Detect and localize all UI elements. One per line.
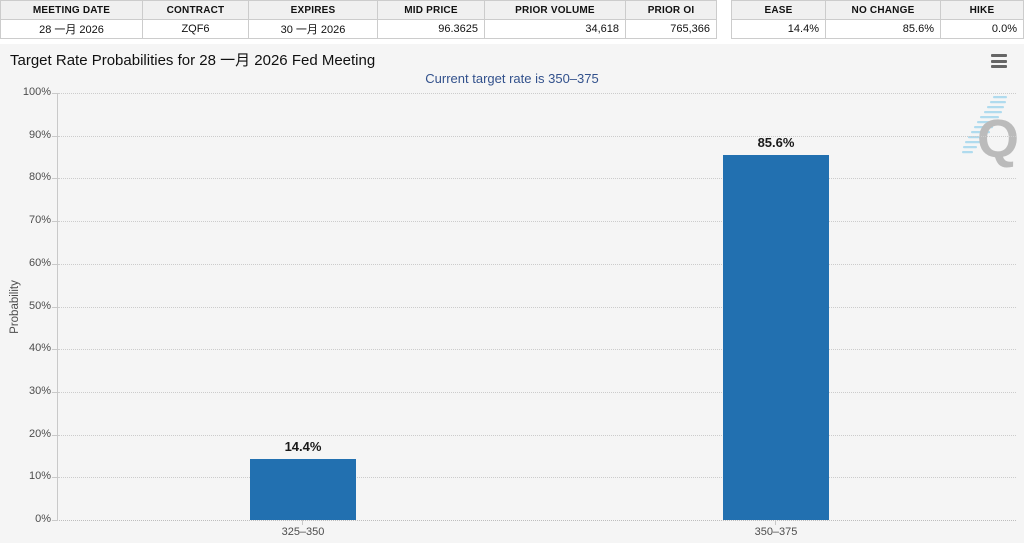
y-axis-label: 30% <box>28 385 51 397</box>
bar-group-325-350: 14.4% <box>250 438 356 520</box>
column-header-hike: HIKE <box>940 0 1024 20</box>
futures-info-table: MEETING DATE CONTRACT EXPIRES MID PRICE … <box>0 0 717 39</box>
y-axis-label: 80% <box>28 171 51 183</box>
fedwatch-chart-card: Target Rate Probabilities for 28 一月 2026… <box>0 44 1024 543</box>
y-axis-label: 90% <box>28 129 51 141</box>
y-axis-tick <box>52 349 58 350</box>
gridline <box>58 136 1016 137</box>
svg-text:Q: Q <box>977 109 1018 169</box>
hike-value: 0.0% <box>940 19 1024 39</box>
y-axis-tick <box>52 221 58 222</box>
y-axis-tick <box>52 477 58 478</box>
x-axis-tick <box>775 520 776 525</box>
y-axis-tick <box>52 307 58 308</box>
column-header-prior-volume: PRIOR VOLUME <box>484 0 626 20</box>
y-axis-tick <box>52 435 58 436</box>
mid-price-value: 96.3625 <box>377 19 485 39</box>
gridline <box>58 435 1016 436</box>
gridline <box>58 349 1016 350</box>
column-header-meeting-date: MEETING DATE <box>0 0 143 20</box>
prior-oi-value: 765,366 <box>625 19 717 39</box>
gridline <box>58 221 1016 222</box>
y-axis-label: 60% <box>28 257 51 269</box>
column-header-prior-oi: PRIOR OI <box>625 0 717 20</box>
y-axis-tick <box>52 136 58 137</box>
top-tables-row: MEETING DATE CONTRACT EXPIRES MID PRICE … <box>0 0 1024 39</box>
expires-value: 30 一月 2026 <box>248 19 378 39</box>
table-value-row: 14.4% 85.6% 0.0% <box>731 19 1024 39</box>
y-axis-tick <box>52 392 58 393</box>
y-axis-label: 0% <box>35 513 51 525</box>
x-axis-label-325-350: 325–350 <box>281 526 325 538</box>
gridline <box>58 307 1016 308</box>
bar-350-375[interactable] <box>723 154 829 520</box>
y-axis-label: 10% <box>28 470 51 482</box>
hamburger-menu-icon <box>991 59 1007 63</box>
bar-value-label: 14.4% <box>284 438 322 454</box>
y-axis-label: 100% <box>22 86 51 98</box>
plot-area: 100% 90% 80% 70% 60% 50% 40% 30% 20% 10%… <box>23 86 1016 538</box>
gridline <box>58 477 1016 478</box>
column-header-no-change: NO CHANGE <box>825 0 941 20</box>
gridline <box>58 264 1016 265</box>
hamburger-menu-icon <box>991 65 1007 68</box>
bar-325-350[interactable] <box>250 458 356 520</box>
gridline <box>58 93 1016 94</box>
chart-context-menu-button[interactable] <box>989 52 1011 70</box>
bar-group-350-375: 85.6% <box>723 134 829 520</box>
y-axis-label: 70% <box>28 214 51 226</box>
prior-volume-value: 34,618 <box>484 19 626 39</box>
column-header-contract: CONTRACT <box>142 0 249 20</box>
y-axis-tick <box>52 93 58 94</box>
column-header-ease: EASE <box>731 0 826 20</box>
y-axis-label: 50% <box>28 300 51 312</box>
column-header-mid-price: MID PRICE <box>377 0 485 20</box>
no-change-value: 85.6% <box>825 19 941 39</box>
meeting-date-value: 28 一月 2026 <box>0 19 143 39</box>
y-axis-tick <box>52 520 58 521</box>
y-axis-label: 40% <box>28 342 51 354</box>
contract-value: ZQF6 <box>142 19 249 39</box>
chart-title: Target Rate Probabilities for 28 一月 2026… <box>10 52 376 69</box>
hamburger-menu-icon <box>991 54 1007 57</box>
column-header-expires: EXPIRES <box>248 0 378 20</box>
y-axis-tick <box>52 178 58 179</box>
gridline <box>58 392 1016 393</box>
x-axis-tick <box>302 520 303 525</box>
gridline <box>58 178 1016 179</box>
x-axis-label-350-375: 350–375 <box>754 526 798 538</box>
chart-subtitle: Current target rate is 350–375 <box>425 71 599 86</box>
y-axis-label: 20% <box>28 428 51 440</box>
table-header-row: EASE NO CHANGE HIKE <box>731 0 1024 20</box>
y-axis-tick <box>52 264 58 265</box>
bar-value-label: 85.6% <box>757 134 795 150</box>
table-header-row: MEETING DATE CONTRACT EXPIRES MID PRICE … <box>0 0 717 20</box>
rate-move-probability-table: EASE NO CHANGE HIKE 14.4% 85.6% 0.0% <box>731 0 1024 39</box>
ease-value: 14.4% <box>731 19 826 39</box>
table-value-row: 28 一月 2026 ZQF6 30 一月 2026 96.3625 34,61… <box>0 19 717 39</box>
